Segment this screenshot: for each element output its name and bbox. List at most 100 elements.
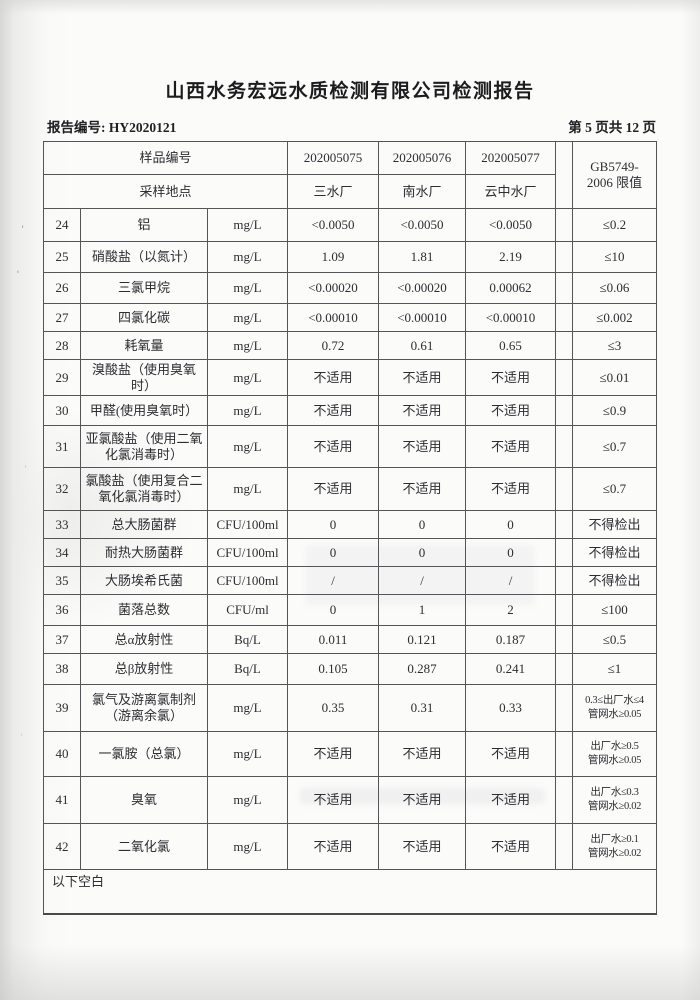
limit-cell: ≤1: [572, 653, 657, 685]
value-cell-plant3: 0.33: [465, 684, 556, 732]
row-number-cell: 38: [43, 653, 81, 685]
value-cell-plant2: <0.0050: [378, 208, 466, 242]
table-row: 32 氯酸盐（使用复合二氧化氯消毒时） mg/L 不适用 不适用 不适用 ≤0.…: [43, 467, 657, 511]
table-row: 41 臭氧 mg/L 不适用 不适用 不适用 出厂水≤0.3 管网水≥0.02: [43, 776, 657, 824]
value-cell-plant3: 2.19: [465, 241, 556, 273]
parameter-name-cell: 溴酸盐（使用臭氧时）: [80, 359, 208, 396]
value-cell-plant2: <0.00010: [378, 303, 466, 332]
limit-cell: ≤0.01: [572, 359, 657, 396]
value-cell-plant1: 0.105: [287, 653, 379, 685]
unit-cell: CFU/100ml: [207, 510, 288, 539]
footer-row: 以下空白: [43, 869, 657, 914]
row-number-cell: 29: [43, 359, 81, 396]
table-row: 29 溴酸盐（使用臭氧时） mg/L 不适用 不适用 不适用 ≤0.01: [43, 359, 657, 396]
value-cell-plant1: 0.011: [287, 625, 379, 654]
unit-cell: mg/L: [207, 359, 288, 396]
limit-cell: ≤0.002: [572, 303, 657, 332]
limit-cell: 不得检出: [572, 566, 657, 595]
row-number-cell: 33: [43, 510, 81, 539]
row-number-cell: 34: [43, 538, 81, 567]
spacer-column-cell: [555, 776, 573, 824]
value-cell-plant2: 0: [378, 538, 466, 567]
row-number-cell: 41: [43, 776, 81, 824]
report-number-label: 报告编号:: [47, 120, 106, 135]
limit-cell: 不得检出: [572, 510, 657, 539]
value-cell-plant3: <0.00010: [465, 303, 556, 332]
spacer-column-cell: [555, 395, 573, 426]
row-number-cell: 32: [43, 467, 81, 511]
table-row: 28 耗氧量 mg/L 0.72 0.61 0.65 ≤3: [43, 331, 657, 360]
sample-no-cell: 202005075: [287, 141, 379, 175]
unit-cell: mg/L: [207, 776, 288, 824]
table-row: 25 硝酸盐（以氮计） mg/L 1.09 1.81 2.19 ≤10: [43, 241, 657, 273]
results-table: 样品编号 202005075 202005076 202005077 GB574…: [43, 141, 657, 915]
unit-cell: mg/L: [207, 684, 288, 732]
unit-cell: mg/L: [207, 731, 288, 777]
results-table-foot-section: 以下空白: [43, 869, 657, 914]
scan-smudge: ʽ: [18, 225, 25, 238]
spacer-column-cell: [555, 331, 573, 360]
value-cell-plant3: /: [465, 566, 556, 595]
value-cell-plant1: 0: [287, 538, 379, 567]
value-cell-plant3: 0.187: [465, 625, 556, 654]
value-cell-plant3: 不适用: [465, 731, 556, 777]
value-cell-plant2: 0.121: [378, 625, 466, 654]
location-cell: 三水厂: [287, 174, 379, 209]
value-cell-plant2: 1: [378, 594, 466, 626]
unit-cell: CFU/100ml: [207, 566, 288, 595]
row-number-cell: 31: [43, 425, 81, 468]
value-cell-plant2: 1.81: [378, 241, 466, 273]
limit-standard-header-cell: GB5749- 2006 限值: [572, 141, 657, 209]
value-cell-plant2: 不适用: [378, 359, 466, 396]
table-row: 35 大肠埃希氏菌 CFU/100ml / / / 不得检出: [43, 566, 657, 595]
parameter-name-cell: 三氯甲烷: [80, 272, 208, 304]
parameter-name-cell: 总大肠菌群: [80, 510, 208, 539]
spacer-column-cell: [555, 467, 573, 511]
limit-cell: ≤0.7: [572, 467, 657, 511]
unit-cell: mg/L: [207, 208, 288, 242]
value-cell-plant1: 0.72: [287, 331, 379, 360]
limit-cell: 出厂水≥0.1 管网水≥0.02: [572, 823, 657, 870]
value-cell-plant2: 不适用: [378, 395, 466, 426]
parameter-name-cell: 总β放射性: [80, 653, 208, 685]
value-cell-plant2: 不适用: [378, 467, 466, 511]
value-cell-plant3: <0.0050: [465, 208, 556, 242]
spacer-column-cell: [555, 208, 573, 242]
value-cell-plant1: 不适用: [287, 823, 379, 870]
spacer-column-cell: [555, 510, 573, 539]
spacer-column-cell: [555, 303, 573, 332]
limit-cell: ≤0.2: [572, 208, 657, 242]
limit-cell: ≤0.9: [572, 395, 657, 426]
table-row: 31 亚氯酸盐（使用二氧化氯消毒时） mg/L 不适用 不适用 不适用 ≤0.7: [43, 425, 657, 468]
value-cell-plant3: 不适用: [465, 467, 556, 511]
value-cell-plant3: 0: [465, 510, 556, 539]
table-row: 39 氯气及游离氯制剂（游离余氯） mg/L 0.35 0.31 0.33 0.…: [43, 684, 657, 732]
limit-cell: ≤0.7: [572, 425, 657, 468]
report-number-value: HY2020121: [108, 120, 177, 135]
row-number-cell: 35: [43, 566, 81, 595]
limit-cell: ≤0.5: [572, 625, 657, 654]
spacer-column-cell: [555, 359, 573, 396]
parameter-name-cell: 一氯胺（总氯）: [80, 731, 208, 777]
value-cell-plant1: 不适用: [287, 359, 379, 396]
limit-cell: ≤10: [572, 241, 657, 273]
header-row-location: 采样地点 三水厂 南水厂 云中水厂: [43, 174, 657, 209]
limit-cell: 不得检出: [572, 538, 657, 567]
location-cell: 云中水厂: [465, 174, 556, 209]
value-cell-plant3: 2: [465, 594, 556, 626]
value-cell-plant3: 0.65: [465, 331, 556, 360]
parameter-name-cell: 铝: [80, 208, 208, 242]
value-cell-plant2: 0.31: [378, 684, 466, 732]
value-cell-plant3: 0: [465, 538, 556, 567]
value-cell-plant2: 0.61: [378, 331, 466, 360]
parameter-name-cell: 氯气及游离氯制剂（游离余氯）: [80, 684, 208, 732]
sample-no-cell: 202005076: [378, 141, 466, 175]
table-row: 36 菌落总数 CFU/ml 0 1 2 ≤100: [43, 594, 657, 626]
results-table-body: 24 铝 mg/L <0.0050 <0.0050 <0.0050 ≤0.2 2…: [43, 208, 657, 870]
parameter-name-cell: 耐热大肠菌群: [80, 538, 208, 567]
unit-cell: mg/L: [207, 241, 288, 273]
table-row: 30 甲醛(使用臭氧时） mg/L 不适用 不适用 不适用 ≤0.9: [43, 395, 657, 426]
parameter-name-cell: 二氧化氯: [80, 823, 208, 870]
row-number-cell: 42: [43, 823, 81, 870]
header-row-sample-no: 样品编号 202005075 202005076 202005077 GB574…: [43, 141, 657, 209]
